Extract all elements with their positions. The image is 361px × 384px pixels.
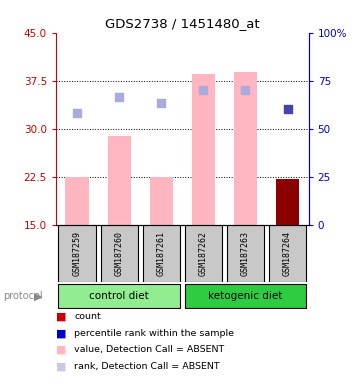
Bar [143,225,180,282]
Text: ▶: ▶ [34,291,43,301]
Text: ■: ■ [56,312,66,322]
Text: ■: ■ [56,328,66,338]
Bar [150,177,173,225]
Bar [185,283,306,308]
Text: GSM187264: GSM187264 [283,231,292,276]
Bar [58,225,96,282]
Text: GSM187263: GSM187263 [241,231,250,276]
Text: GSM187261: GSM187261 [157,231,166,276]
Text: rank, Detection Call = ABSENT: rank, Detection Call = ABSENT [74,362,219,371]
Text: ■: ■ [56,361,66,371]
Text: value, Detection Call = ABSENT: value, Detection Call = ABSENT [74,345,224,354]
Point [243,87,248,93]
Bar [276,179,299,225]
Text: GSM187262: GSM187262 [199,231,208,276]
Bar [108,136,131,225]
Bar [65,177,88,225]
Text: GSM187260: GSM187260 [115,231,123,276]
Text: percentile rank within the sample: percentile rank within the sample [74,329,234,338]
Bar [269,225,306,282]
Text: protocol: protocol [4,291,43,301]
Bar [101,225,138,282]
Text: ■: ■ [56,345,66,355]
Bar [185,225,222,282]
Text: count: count [74,312,101,321]
Bar [58,283,180,308]
Bar [192,74,215,225]
Point [74,109,80,116]
Point [285,106,291,113]
Point [200,87,206,93]
Point [116,94,122,100]
Bar [227,225,264,282]
Bar [234,72,257,225]
Text: GSM187259: GSM187259 [73,231,82,276]
Point [158,100,164,106]
Text: ketogenic diet: ketogenic diet [208,291,283,301]
Title: GDS2738 / 1451480_at: GDS2738 / 1451480_at [105,17,260,30]
Text: control diet: control diet [89,291,149,301]
